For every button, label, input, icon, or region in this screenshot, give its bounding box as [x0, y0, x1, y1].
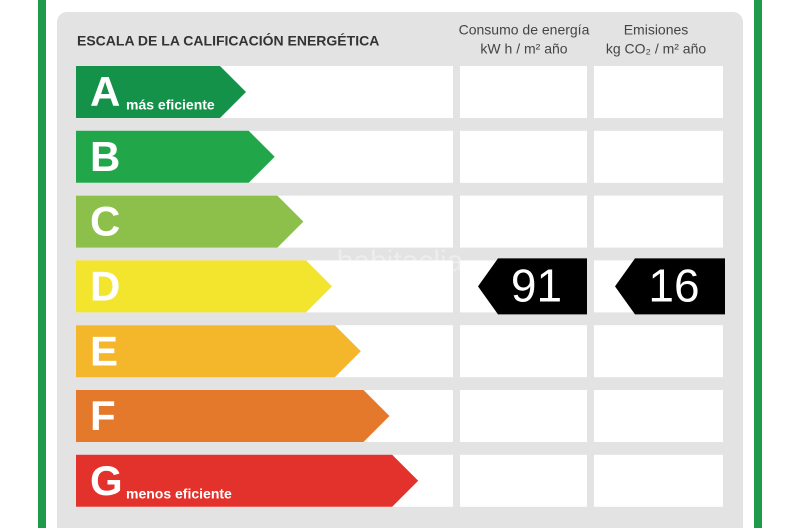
border-left: [38, 0, 46, 528]
watermark: habitaclia: [337, 245, 464, 278]
rating-arrow: [76, 66, 246, 118]
rating-arrow: [76, 390, 390, 442]
cell: [594, 454, 723, 507]
rating-arrow: [76, 454, 419, 507]
cell: [594, 390, 723, 442]
cell: [460, 195, 587, 248]
cell: [594, 325, 723, 378]
rating-note: menos eficiente: [126, 486, 232, 502]
rating-letter: D: [90, 262, 120, 309]
rating-arrow: [76, 130, 275, 183]
col-heading: Emisiones: [624, 22, 689, 38]
cell: [460, 66, 587, 118]
border-right: [754, 0, 762, 528]
title: ESCALA DE LA CALIFICACIÓN ENERGÉTICA: [77, 32, 379, 49]
result-badge: [615, 258, 725, 315]
result-value: 16: [648, 260, 699, 312]
cell: [460, 390, 587, 442]
col-unit: kg CO₂ / m² año: [606, 41, 707, 57]
result-value: 91: [511, 260, 562, 312]
cell: [460, 130, 587, 183]
rating-letter: F: [90, 392, 116, 439]
col-heading: Consumo de energía: [459, 22, 590, 38]
rating-arrow: [76, 260, 333, 313]
col-unit: kW h / m² año: [480, 41, 567, 57]
cell: [594, 130, 723, 183]
cell: [594, 66, 723, 118]
rating-letter: E: [90, 327, 118, 374]
rating-arrow: [76, 325, 361, 378]
cell: [460, 325, 587, 378]
rating-letter: B: [90, 133, 120, 180]
rating-letter: A: [90, 68, 120, 115]
cell: [594, 195, 723, 248]
rating-arrow: [76, 195, 304, 248]
rating-letter: C: [90, 198, 120, 245]
rating-letter: G: [90, 457, 123, 504]
rating-note: más eficiente: [126, 97, 215, 113]
cell: [460, 454, 587, 507]
result-badge: [478, 258, 587, 315]
